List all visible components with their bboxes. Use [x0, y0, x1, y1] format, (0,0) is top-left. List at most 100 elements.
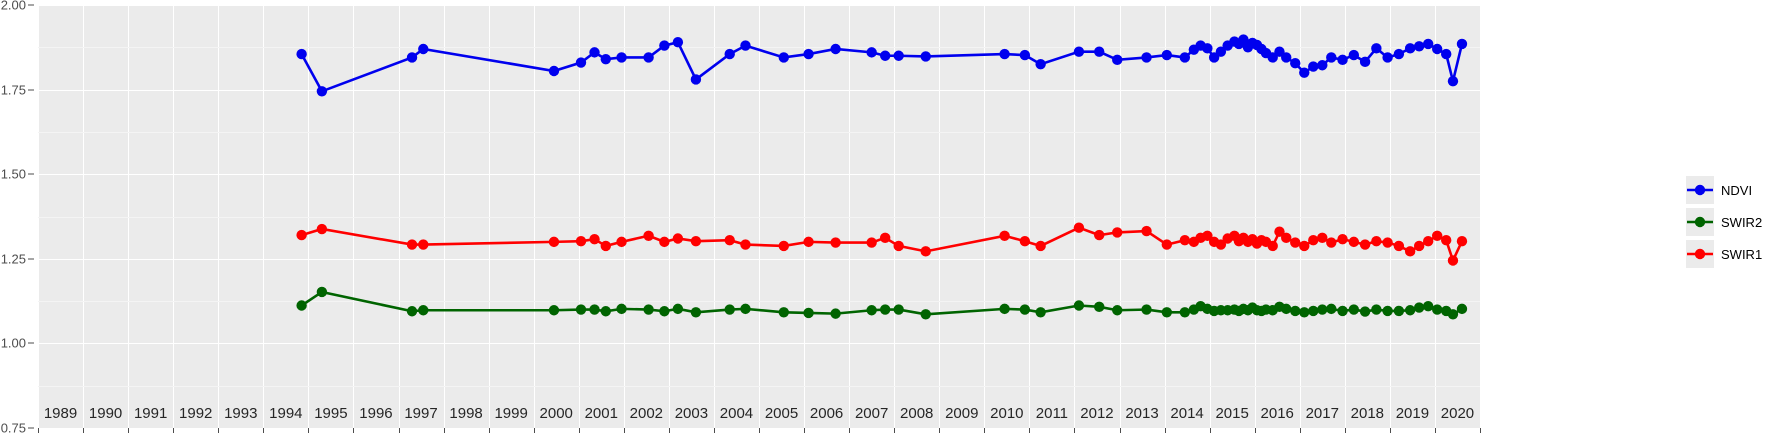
series-swir1 — [296, 222, 1468, 266]
data-point — [672, 303, 684, 315]
data-point — [1447, 255, 1459, 266]
data-point — [1326, 303, 1337, 315]
data-point — [830, 237, 841, 248]
x-tick-mark — [353, 428, 355, 433]
data-point — [1371, 43, 1382, 54]
x-tick-mark — [263, 428, 265, 433]
x-tick-label: 2010 — [990, 405, 1024, 422]
data-point — [1348, 236, 1360, 248]
x-tick-mark — [83, 428, 85, 433]
x-tick-label: 1991 — [133, 405, 168, 422]
legend-item-swir1[interactable]: SWIR1 — [1686, 238, 1773, 270]
y-tick-label: 2.00 — [0, 0, 26, 13]
data-point — [1274, 46, 1285, 57]
x-tick-label: 2019 — [1395, 405, 1430, 422]
x-tick-mark — [128, 428, 130, 433]
data-point — [1317, 60, 1328, 71]
data-point — [1112, 54, 1123, 66]
data-point — [893, 304, 904, 315]
data-point — [575, 304, 587, 315]
data-point — [643, 230, 654, 241]
x-tick-label: 2008 — [900, 405, 934, 422]
data-point — [1290, 237, 1301, 248]
data-point — [1348, 304, 1360, 315]
data-point — [548, 65, 560, 77]
data-point — [1290, 305, 1301, 317]
data-point — [616, 52, 627, 63]
x-tick-label: 2001 — [584, 405, 618, 422]
data-point — [690, 307, 702, 318]
x-tick-mark — [1254, 428, 1256, 433]
data-point — [1441, 48, 1452, 60]
data-point — [418, 305, 429, 316]
legend-label: SWIR2 — [1721, 214, 1763, 230]
x-tick-label: 2015 — [1215, 405, 1249, 422]
x-tick-label: 2011 — [1035, 405, 1069, 422]
data-point — [1179, 234, 1191, 246]
data-point — [1456, 38, 1468, 50]
data-point — [740, 303, 751, 315]
data-point — [1447, 309, 1459, 320]
x-tick-mark — [804, 428, 806, 433]
x-tick-label: 2005 — [764, 405, 799, 422]
data-point — [866, 305, 877, 316]
data-point — [589, 233, 600, 245]
data-point — [406, 52, 418, 63]
data-point — [866, 237, 877, 248]
data-point — [879, 304, 891, 315]
x-tick-mark — [488, 428, 490, 433]
grid-line-horizontal — [38, 5, 1480, 6]
data-point — [1456, 236, 1468, 247]
data-point — [1371, 236, 1382, 247]
data-point — [830, 43, 841, 55]
x-tick-mark — [1480, 428, 1481, 433]
legend-item-swir2[interactable]: SWIR2 — [1686, 206, 1773, 238]
x-tick-mark — [1434, 428, 1436, 433]
x-tick-mark — [1299, 428, 1301, 433]
x-tick-label: 1990 — [88, 405, 123, 422]
data-point — [879, 232, 891, 244]
x-tick-mark — [849, 428, 851, 433]
data-point — [406, 306, 418, 317]
data-point — [316, 86, 328, 97]
data-point — [1112, 227, 1123, 238]
x-tick-mark — [1029, 428, 1031, 433]
grid-line-horizontal-minor — [38, 131, 1480, 133]
data-point — [1393, 240, 1405, 252]
x-tick-mark — [1344, 428, 1346, 433]
data-point — [600, 53, 611, 65]
data-point — [1274, 226, 1285, 237]
data-point — [1359, 239, 1371, 250]
series-line — [301, 226, 1464, 264]
x-tick-mark — [713, 428, 715, 433]
series-line — [300, 37, 1464, 93]
data-point — [616, 236, 627, 248]
legend-item-ndvi[interactable]: NDVI — [1686, 174, 1773, 206]
y-tick-mark — [28, 173, 34, 175]
data-point — [643, 52, 654, 63]
data-point — [1019, 49, 1031, 61]
x-tick-mark — [443, 428, 445, 433]
data-point — [1317, 232, 1328, 244]
data-point — [406, 239, 418, 250]
x-tick-mark — [398, 428, 400, 433]
data-point — [1308, 305, 1319, 317]
data-point — [1326, 237, 1337, 248]
x-tick-label: 1989 — [43, 405, 78, 422]
data-point — [418, 43, 429, 55]
data-point — [1141, 304, 1152, 315]
y-tick-mark — [28, 89, 34, 91]
grid-line-horizontal — [38, 89, 1480, 91]
x-tick-label: 2009 — [945, 405, 979, 422]
data-point — [999, 303, 1010, 315]
data-point — [575, 57, 587, 68]
x-tick-label: 1993 — [224, 405, 258, 422]
data-point — [296, 48, 307, 60]
data-point — [1308, 61, 1319, 72]
data-point — [418, 239, 429, 250]
legend: NDVI SWIR2 SWIR1 — [1686, 174, 1773, 270]
data-point — [1422, 38, 1434, 50]
x-tick-label: 2002 — [629, 405, 664, 422]
y-tick-label: 1.75 — [0, 82, 26, 98]
data-point — [1299, 240, 1310, 252]
